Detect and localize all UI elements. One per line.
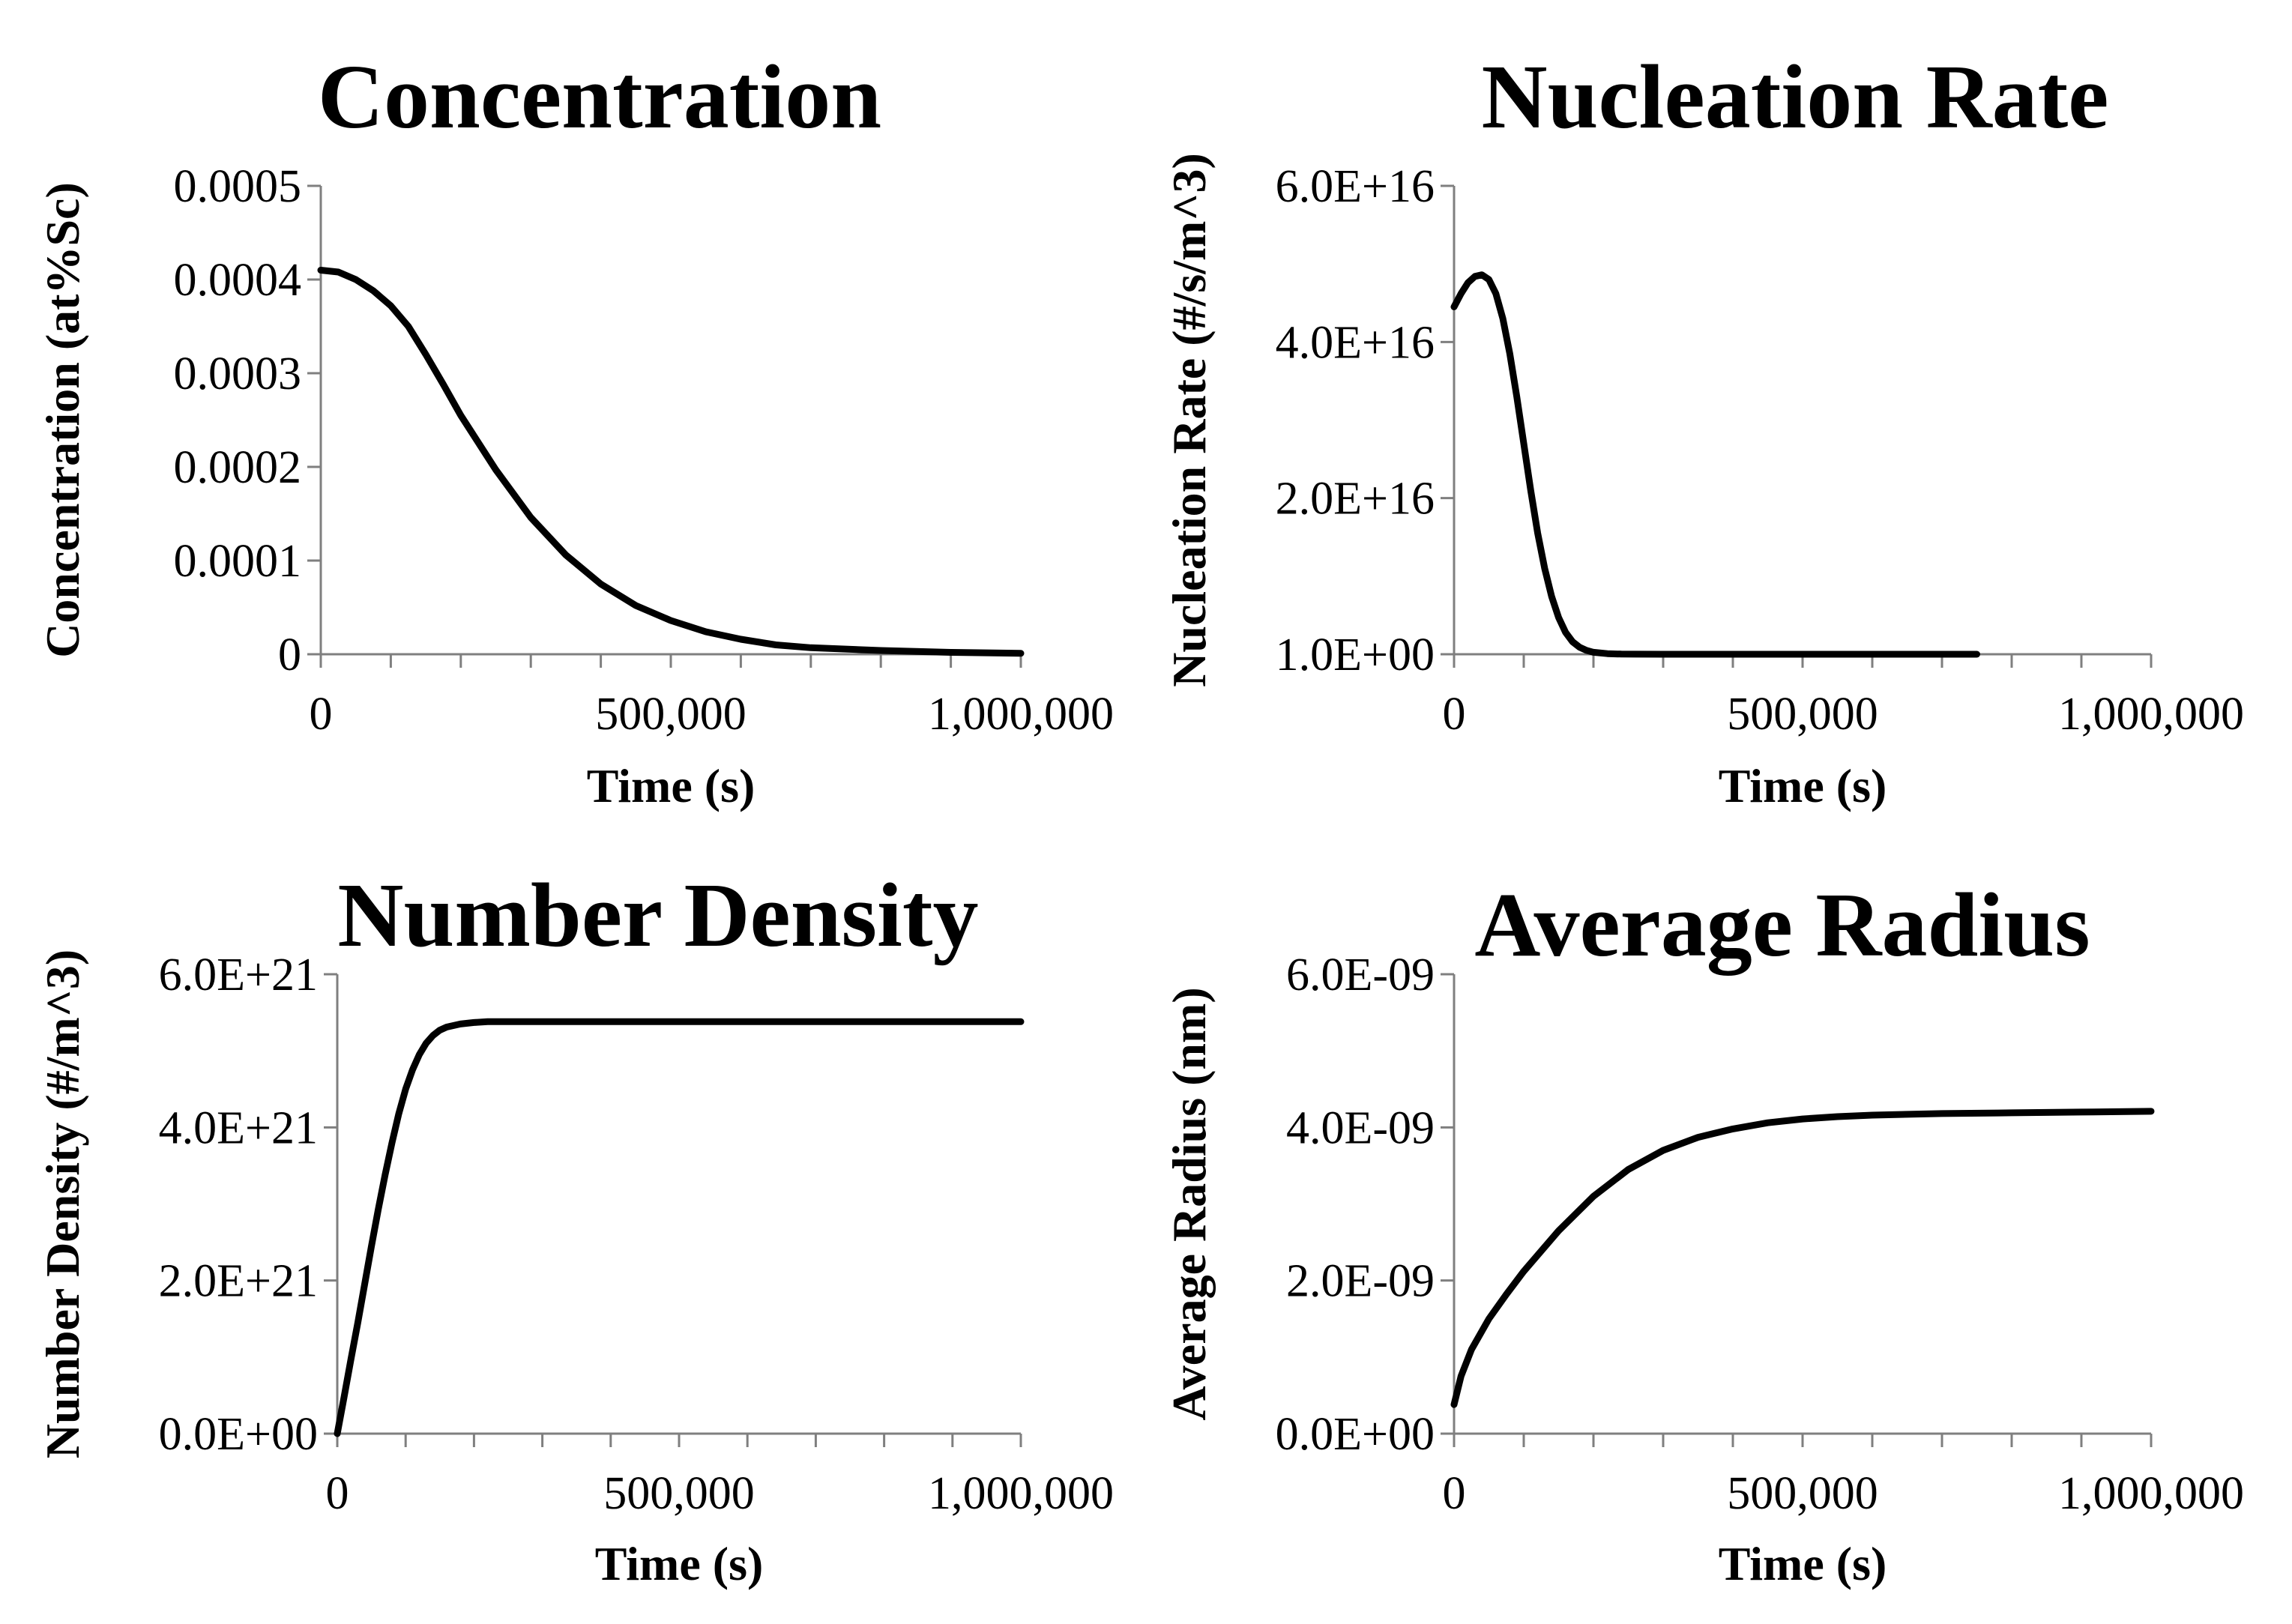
y-tick-label: 6.0E+21	[159, 950, 318, 1000]
x-tick-label: 500,000	[1727, 689, 1878, 740]
x-tick-label: 500,000	[603, 1468, 755, 1519]
y-tick-label: 2.0E+21	[159, 1256, 318, 1307]
y-tick-label: 4.0E+16	[1276, 317, 1435, 368]
x-axis-label: Time (s)	[1719, 1537, 1887, 1590]
x-axis-label: Time (s)	[1719, 759, 1887, 812]
x-axis-label: Time (s)	[587, 759, 756, 812]
y-tick-label: 6.0E-09	[1286, 950, 1435, 1000]
y-tick-label: 0	[278, 630, 301, 680]
chart-title: Number Density	[337, 865, 978, 966]
x-tick-label: 1,000,000	[928, 689, 1114, 740]
chart-title: Average Radius	[1474, 875, 2090, 976]
series-line-concentration	[317, 267, 1025, 657]
y-tick-label: 2.0E-09	[1286, 1256, 1435, 1307]
x-axis-label: Time (s)	[595, 1537, 764, 1590]
x-tick-label: 0	[1443, 689, 1466, 740]
series-line-number-density	[334, 1018, 1025, 1437]
chart-nucleation-rate: Nucleation Rate 1.0E+00 2.0E+16 4.0E+16 6.0E…	[1162, 46, 2244, 812]
x-tick-label: 1,000,000	[2058, 1468, 2244, 1519]
y-tick-label: 6.0E+16	[1276, 161, 1435, 212]
y-tick-label: 0.0E+00	[1276, 1409, 1435, 1460]
y-tick-label: 0.0002	[174, 442, 302, 493]
x-tick-label: 1,000,000	[2058, 689, 2244, 740]
y-tick-label: 1.0E+00	[1276, 630, 1435, 680]
x-tick-label: 500,000	[1727, 1468, 1878, 1519]
x-tick-label: 0	[326, 1468, 349, 1519]
chart-average-radius: Average Radius 0.0E+00 2.0E-09 4.0E-09 6.0E-…	[1162, 875, 2244, 1590]
y-axis-label: Average Radius (nm)	[1162, 987, 1216, 1420]
y-tick-label: 4.0E-09	[1286, 1102, 1435, 1153]
y-axis-label: Number Density (#/m^3)	[36, 950, 89, 1459]
chart-title: Nucleation Rate	[1482, 46, 2109, 148]
x-tick-label: 1,000,000	[928, 1468, 1114, 1519]
x-tick-label: 0	[310, 689, 333, 740]
chart-title: Concentration	[318, 46, 881, 148]
y-tick-label: 0.0001	[174, 536, 302, 587]
series-line-average-radius	[1450, 1108, 2155, 1408]
series-line-nucleation-rate	[1450, 271, 1980, 658]
y-axis-label: Concentration (at%Sc)	[36, 182, 89, 658]
y-tick-label: 0.0E+00	[159, 1409, 318, 1460]
y-tick-label: 0.0003	[174, 348, 302, 399]
y-tick-label: 4.0E+21	[159, 1102, 318, 1153]
chart-number-density: Number Density 0.0E+00 2.0E+21 4.0E+21 6.0E+…	[36, 865, 1114, 1590]
x-tick-label: 500,000	[595, 689, 747, 740]
chart-concentration: Concentration 0 0.0001 0.0002 0.0003 0.0004 0.…	[36, 46, 1114, 812]
y-axis-label: Nucleation Rate (#/s/m^3)	[1162, 153, 1216, 687]
y-tick-label: 0.0005	[174, 161, 302, 212]
y-tick-label: 0.0004	[174, 255, 302, 306]
y-tick-label: 2.0E+16	[1276, 474, 1435, 525]
x-tick-label: 0	[1443, 1468, 1466, 1519]
